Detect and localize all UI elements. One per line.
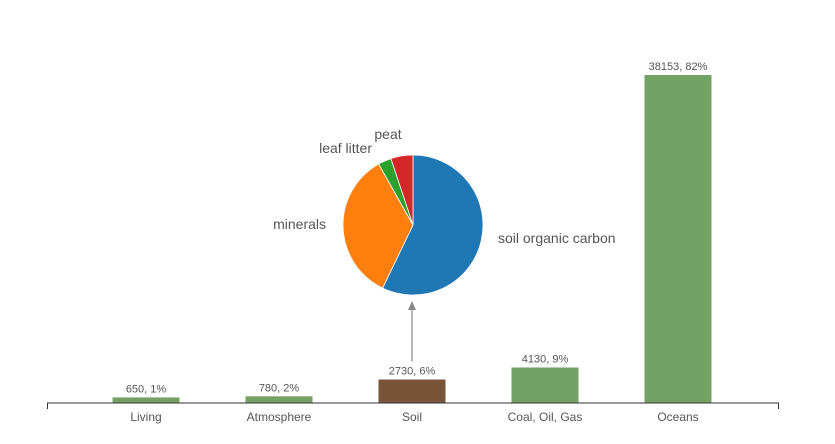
bars-layer: 650, 1% 780, 2% 2730, 6% 4130, 9% 38153, 82%: [112, 61, 712, 403]
soil-breakdown-pie: soil organic carbon minerals leaf litterpe…: [273, 126, 616, 296]
pie-label-minerals: minerals: [273, 216, 326, 232]
data-label-living: 650, 1%: [126, 383, 167, 395]
pie-slice-peat: [390, 154, 414, 226]
bar-coal-oil-gas: [511, 367, 579, 403]
x-tick-label-coal-oil-gas: Coal, Oil, Gas: [508, 410, 583, 424]
data-label-coal-oil-gas: 4130, 9%: [522, 353, 569, 365]
x-tick-label-atmosphere: Atmosphere: [247, 410, 312, 424]
pie-label-leaf-litter: leaf litter: [319, 140, 372, 156]
soil-pie-connector: [408, 301, 416, 362]
x-tick-label-soil: Soil: [402, 410, 422, 424]
connector-arrowhead: [408, 301, 416, 310]
bar-living: [112, 397, 180, 403]
pie-label-soil-organic-carbon: soil organic carbon: [498, 230, 616, 246]
bar-oceans: [644, 75, 712, 403]
bar-soil: [378, 379, 446, 403]
x-tick-label-living: Living: [130, 410, 161, 424]
data-label-atmosphere: 780, 2%: [259, 382, 300, 394]
x-tick-label-oceans: Oceans: [657, 410, 698, 424]
data-label-soil: 2730, 6%: [389, 366, 436, 378]
data-label-oceans: 38153, 82%: [649, 61, 708, 73]
pie-slice-soil-organic-carbon: [382, 154, 484, 296]
bar-atmosphere: [245, 396, 313, 403]
x-axis: Living Atmosphere Soil Coal, Oil, Gas Oceans: [47, 402, 779, 424]
pie-label-peat: peat: [374, 126, 401, 142]
pie-slice-minerals: [342, 163, 414, 289]
